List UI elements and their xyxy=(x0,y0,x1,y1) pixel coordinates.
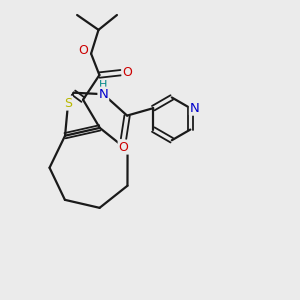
Text: O: O xyxy=(118,141,128,154)
Text: O: O xyxy=(78,44,88,57)
Text: H: H xyxy=(99,80,107,90)
Text: O: O xyxy=(122,66,132,79)
Text: N: N xyxy=(98,88,108,101)
Text: N: N xyxy=(190,102,200,115)
Text: S: S xyxy=(64,97,72,110)
